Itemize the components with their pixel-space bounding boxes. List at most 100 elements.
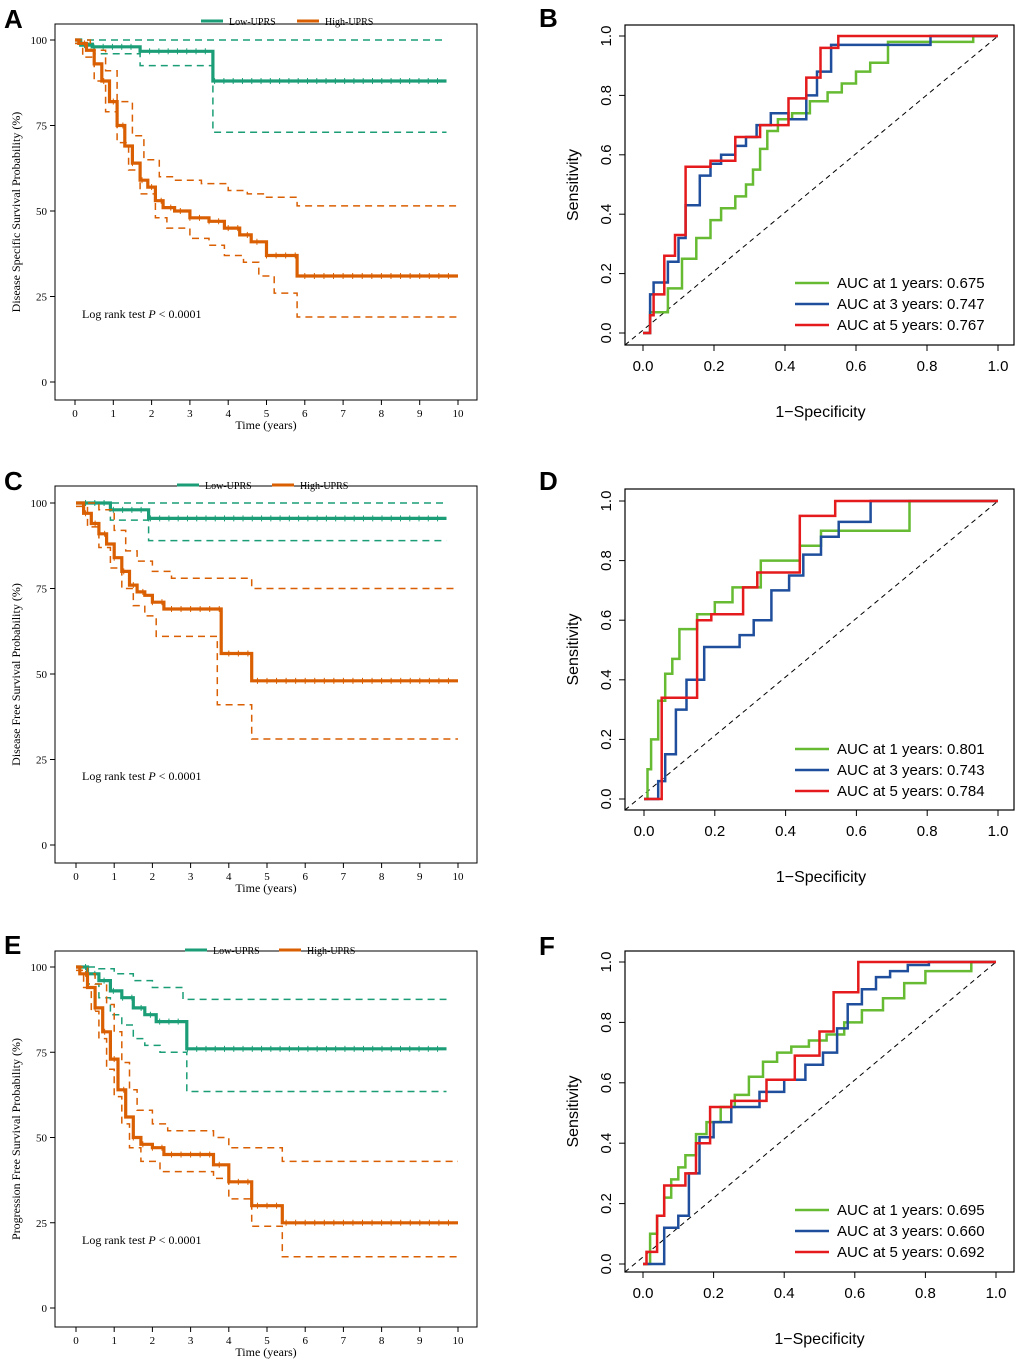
x-tick-label: 8 [379,871,385,883]
x-tick-label: 4 [226,1335,232,1347]
log-rank-annotation: Log rank test P < 0.0001 [82,769,201,783]
x-tick-label: 7 [341,871,347,883]
roc-curve-5y [643,34,998,335]
km-line-high-uprs-upper-ci [76,966,458,1163]
legend-label: AUC at 3 years: 0.660 [837,1223,985,1240]
x-tick-label: 3 [188,871,194,883]
x-tick-label: 9 [417,408,423,420]
plot-frame [624,488,1015,811]
x-tick-label: 0.4 [774,1285,795,1302]
x-axis-label: 1−Specificity [776,869,866,886]
x-tick-label: 1.0 [988,823,1009,840]
x-tick-label: 5 [264,1335,270,1347]
km-line-high-uprs-lower-ci [76,969,458,1258]
x-tick-label: 1 [111,408,117,420]
legend-label: AUC at 1 years: 0.801 [837,741,985,758]
x-tick-label: 0.2 [703,1285,724,1302]
x-tick-label: 1.0 [986,1285,1007,1302]
x-tick-label: 1 [111,871,117,883]
roc-curve-1y [643,34,998,335]
y-tick-label: 50 [36,206,48,218]
x-tick-label: 0.4 [775,823,796,840]
legend-label: Low-UPRS [213,946,260,957]
y-tick-label: 0.0 [598,789,615,810]
y-tick-label: 0.4 [598,669,615,690]
y-tick-label: 0.2 [598,263,615,284]
y-tick-label: 0.2 [598,1193,615,1214]
y-tick-label: 0.0 [598,323,615,344]
x-tick-label: 6 [302,408,308,420]
legend-label: Low-UPRS [205,481,252,492]
roc-curve-5y [643,960,996,1266]
x-tick-label: 0.0 [633,1285,654,1302]
y-tick-label: 0.6 [598,144,615,165]
x-tick-label: 0.0 [633,358,654,375]
x-tick-label: 0 [73,1335,79,1347]
y-tick-label: 0.2 [598,729,615,750]
y-tick-label: 100 [31,35,48,47]
panel-a-km-disease-specific: A 0 25 50 75 100 0 1 2 3 4 5 6 7 8 9 10 Time (years) Disea… [4,4,478,432]
y-tick-label: 0.4 [598,1133,615,1154]
x-tick-label: 2 [149,408,155,420]
panel-letter: D [539,466,558,496]
x-tick-label: 5 [264,408,270,420]
y-tick-label: 0 [42,1303,48,1315]
y-axis-label: Sensitivity [565,149,582,221]
x-tick-label: 0.2 [704,823,725,840]
km-line-low-uprs [76,965,447,1051]
y-tick-label: 25 [36,292,48,304]
y-tick-label: 75 [36,121,48,133]
km-line-high-uprs [76,501,458,683]
x-tick-label: 0.2 [704,358,725,375]
x-tick-label: 9 [417,871,423,883]
panel-letter: A [4,4,23,34]
legend-label: AUC at 3 years: 0.743 [837,762,985,779]
x-tick-label: 0.8 [917,358,938,375]
y-tick-label: 0.8 [598,1012,615,1033]
x-tick-label: 4 [226,871,232,883]
x-tick-label: 3 [188,1335,194,1347]
x-tick-label: 1 [111,1335,117,1347]
y-tick-label: 0.4 [598,204,615,225]
y-tick-label: 1.0 [598,952,615,973]
x-tick-label: 0.0 [634,823,655,840]
km-line-high-uprs-lower-ci [76,505,458,740]
roc-curve-1y [643,960,996,1266]
y-tick-label: 75 [36,584,48,596]
y-tick-label: 25 [36,1218,48,1230]
panel-f-roc-progression-free: F 0.0 0.2 0.4 0.6 0.8 1.0 0.0 0.2 0.4 0.6 0.8 1.0 1−S… [539,931,1015,1348]
x-tick-label: 0.8 [917,823,938,840]
plot-frame [624,950,1015,1273]
x-tick-label: 6 [302,1335,308,1347]
x-tick-label: 6 [302,871,308,883]
y-tick-label: 75 [36,1047,48,1059]
y-tick-label: 0 [42,377,48,389]
x-axis-label: 1−Specificity [774,1331,864,1348]
y-tick-label: 0 [42,840,48,852]
y-axis-label: Disease Free Survival Probability (%) [9,583,23,766]
y-tick-label: 0.0 [598,1254,615,1275]
legend-label: AUC at 3 years: 0.747 [837,296,985,313]
legend-label: AUC at 1 years: 0.695 [837,1202,985,1219]
x-axis-label: 1−Specificity [775,404,865,421]
km-line-high-uprs-lower-ci [75,42,458,318]
x-tick-label: 10 [453,1335,465,1347]
y-tick-label: 1.0 [598,491,615,512]
panel-letter: B [539,3,558,33]
log-rank-annotation: Log rank test P < 0.0001 [82,1233,201,1247]
x-tick-label: 0.6 [846,358,867,375]
y-tick-label: 0.8 [598,85,615,106]
km-line-high-uprs-upper-ci [75,39,458,207]
x-tick-label: 0 [72,408,78,420]
x-axis-label: Time (years) [235,1345,296,1359]
roc-curve-5y [644,499,998,801]
x-tick-label: 4 [225,408,231,420]
panel-c-km-disease-free: C 0 25 50 75 100 0 1 2 3 4 5 6 7 8 9 10 Time (years) Disea… [4,466,478,895]
y-tick-label: 100 [31,962,48,974]
x-tick-label: 7 [341,1335,347,1347]
legend-label: Low-UPRS [229,17,276,28]
x-tick-label: 9 [417,1335,423,1347]
y-tick-label: 0.6 [598,610,615,631]
legend-label: High-UPRS [325,17,373,28]
